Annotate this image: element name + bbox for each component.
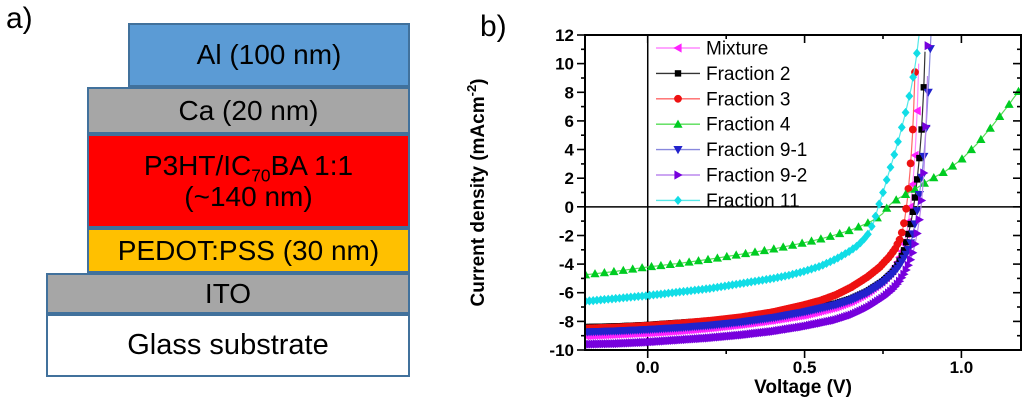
svg-text:-6: -6 bbox=[559, 284, 574, 303]
y-tick-labels: -10 -8 -6 -4 -2 0 2 4 6 8 10 12 bbox=[549, 26, 574, 360]
legend-item-mixture: Mixture bbox=[656, 39, 768, 60]
layer-ca: Ca (20 nm) bbox=[87, 87, 410, 134]
legend-item-fraction-3: Fraction 3 bbox=[656, 89, 790, 110]
svg-text:10: 10 bbox=[555, 55, 574, 74]
svg-text:Mixture: Mixture bbox=[706, 39, 768, 60]
svg-text:Fraction 9-1: Fraction 9-1 bbox=[706, 140, 807, 161]
layer-label: PEDOT:PSS (30 nm) bbox=[117, 234, 380, 266]
svg-text:2: 2 bbox=[565, 169, 574, 188]
layer-al: Al (100 nm) bbox=[128, 23, 410, 87]
svg-text:8: 8 bbox=[565, 83, 574, 102]
svg-text:-2: -2 bbox=[559, 227, 574, 246]
legend-item-fraction-11: Fraction 11 bbox=[656, 191, 800, 212]
layer-label: Al (100 nm) bbox=[196, 39, 342, 71]
svg-text:4: 4 bbox=[565, 141, 575, 160]
y-axis-title: Current density (mAcm-2) bbox=[464, 79, 489, 307]
series-fraction-4 bbox=[585, 86, 1021, 279]
series-fraction-9-1 bbox=[585, 35, 935, 337]
legend-item-fraction-9-1: Fraction 9-1 bbox=[656, 140, 807, 161]
layer-glass: Glass substrate bbox=[46, 314, 410, 377]
legend-item-fraction-2: Fraction 2 bbox=[656, 64, 790, 85]
x-tick-labels: 0.0 0.5 1.0 bbox=[636, 358, 973, 377]
panel-a-label: a) bbox=[6, 2, 33, 35]
chart-legend: Mixture Fraction 2 Fraction 3 Fraction 4 Fra… bbox=[656, 39, 807, 212]
layer-active: P3HT/IC70BA 1:1 (~140 nm) bbox=[87, 134, 410, 228]
svg-text:Fraction 2: Fraction 2 bbox=[706, 64, 790, 85]
layer-label: Glass substrate bbox=[127, 329, 329, 362]
layer-label: (~140 nm) bbox=[184, 181, 313, 212]
svg-text:0.5: 0.5 bbox=[793, 358, 817, 377]
layer-label: P3HT/IC70BA 1:1 bbox=[143, 149, 354, 186]
legend-item-fraction-9-2: Fraction 9-2 bbox=[656, 166, 807, 187]
panel-b-label: b) bbox=[480, 10, 507, 43]
x-axis-title: Voltage (V) bbox=[754, 377, 852, 398]
svg-text:Fraction 9-2: Fraction 9-2 bbox=[706, 166, 807, 187]
svg-text:-4: -4 bbox=[559, 255, 575, 274]
plot-frame bbox=[584, 34, 1022, 351]
svg-text:6: 6 bbox=[565, 112, 574, 131]
jv-chart-panel: b) -10 -8 -6 -4 -2 0 2 4 6 8 10 12 0.0 0.5 1.0 Voltage (… bbox=[460, 0, 1024, 402]
jv-chart: b) -10 -8 -6 -4 -2 0 2 4 6 8 10 12 0.0 0.5 1.0 Voltage (… bbox=[464, 10, 1022, 398]
layer-label: ITO bbox=[204, 277, 252, 309]
svg-text:0: 0 bbox=[565, 198, 574, 217]
layer-pedot: PEDOT:PSS (30 nm) bbox=[87, 228, 410, 273]
layer-label: Ca (20 nm) bbox=[178, 94, 319, 126]
svg-text:-8: -8 bbox=[559, 312, 574, 331]
legend-item-fraction-4: Fraction 4 bbox=[656, 115, 791, 136]
svg-text:0.0: 0.0 bbox=[636, 358, 660, 377]
svg-text:12: 12 bbox=[555, 26, 574, 45]
svg-text:1.0: 1.0 bbox=[950, 358, 974, 377]
svg-text:Fraction 11: Fraction 11 bbox=[706, 191, 800, 212]
device-stack-panel: a) Al (100 nm) Ca (20 nm) P3HT/IC70BA 1:1(… bbox=[0, 0, 460, 402]
svg-text:-10: -10 bbox=[549, 341, 574, 360]
svg-text:Fraction 4: Fraction 4 bbox=[706, 115, 791, 136]
layer-ito: ITO bbox=[46, 273, 410, 314]
series-fraction-9-2 bbox=[585, 41, 933, 349]
svg-text:Fraction 3: Fraction 3 bbox=[706, 89, 790, 110]
